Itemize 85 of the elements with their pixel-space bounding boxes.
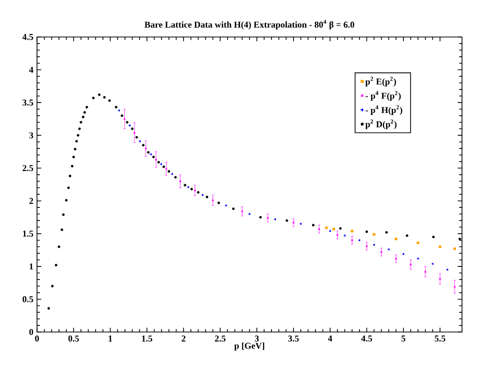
point — [142, 144, 145, 146]
point — [130, 127, 134, 130]
point — [206, 196, 208, 198]
x-tick-label: 5.5 — [434, 336, 446, 342]
point — [67, 186, 70, 190]
point — [108, 99, 111, 102]
point — [332, 228, 336, 230]
point — [232, 207, 235, 210]
point — [51, 284, 54, 288]
point — [120, 114, 124, 117]
x-tick-label: 1 — [108, 336, 112, 342]
point — [438, 245, 442, 248]
point — [72, 156, 75, 158]
x-tick-label: 5 — [402, 336, 406, 342]
chart-title: Bare Lattice Data with H(4) Extrapolation - 80$^{4}$ β = 6.0 — [144, 20, 354, 30]
point — [162, 166, 166, 168]
point — [152, 156, 155, 158]
point — [184, 184, 186, 186]
point — [385, 231, 388, 234]
x-tick-label: 0 — [35, 336, 39, 342]
point — [217, 202, 220, 204]
y-tick-label: 0 — [29, 328, 34, 336]
y-tick-label: 3.5 — [22, 100, 34, 106]
y-tick-label: 4.5 — [22, 34, 34, 40]
point — [190, 188, 193, 190]
y-tick-label: 4 — [29, 66, 34, 73]
x-tick-label: 2.5 — [214, 336, 226, 342]
point — [74, 148, 76, 150]
point — [325, 226, 328, 230]
point — [83, 111, 86, 114]
y-tick-label: 2.5 — [22, 165, 34, 172]
y-tick-label: 2 — [29, 198, 34, 204]
x-tick-label: 2 — [182, 336, 186, 342]
point — [168, 170, 170, 173]
point — [60, 228, 64, 232]
point — [86, 106, 88, 108]
point — [75, 140, 78, 143]
point — [406, 234, 408, 237]
point — [92, 96, 95, 100]
point — [68, 174, 72, 178]
point — [70, 164, 74, 168]
y-tick-label: 1.5 — [22, 230, 34, 237]
x-tick-label: 4.5 — [361, 336, 372, 342]
point — [76, 134, 80, 137]
point — [58, 245, 60, 248]
point — [174, 176, 177, 179]
point — [62, 213, 65, 216]
y-tick-label: 1 — [30, 263, 34, 270]
point — [78, 127, 81, 130]
point — [365, 230, 368, 233]
legend-label: - p$^{4}$ H(p$^{2}$) — [366, 105, 402, 115]
point — [54, 264, 58, 266]
point — [416, 242, 420, 244]
point — [103, 96, 106, 99]
point — [82, 116, 84, 118]
y-tick-label: 0.5 — [22, 296, 34, 302]
point — [47, 307, 50, 310]
legend-label: p$^{2}$ D(p$^{2}$) — [365, 120, 397, 130]
point — [286, 219, 288, 222]
x-tick-label: 0.5 — [68, 336, 79, 342]
x-axis-title: p [GeV] — [234, 342, 264, 351]
point — [458, 238, 462, 240]
x-tick-label: 4 — [328, 336, 332, 342]
legend-label: p$^{2}$ E(p$^{2}$) — [365, 76, 396, 86]
point — [259, 216, 262, 219]
point — [350, 230, 354, 232]
point — [432, 236, 435, 238]
point — [65, 198, 68, 202]
x-tick-label: 3 — [254, 336, 259, 342]
point — [98, 93, 101, 96]
point — [372, 233, 376, 236]
point — [80, 120, 82, 124]
x-tick-label: 1.5 — [142, 336, 152, 342]
point — [394, 238, 398, 240]
point — [157, 160, 160, 164]
point — [147, 151, 150, 154]
x-tick-label: 3.5 — [288, 336, 299, 342]
y-tick-label: 3 — [29, 132, 34, 138]
point — [135, 136, 138, 139]
point — [126, 120, 128, 124]
point — [453, 247, 456, 250]
point — [339, 227, 342, 230]
point — [312, 224, 315, 226]
point — [114, 106, 118, 108]
legend-label: - p$^{4}$ F(p$^{2}$) — [366, 91, 401, 101]
